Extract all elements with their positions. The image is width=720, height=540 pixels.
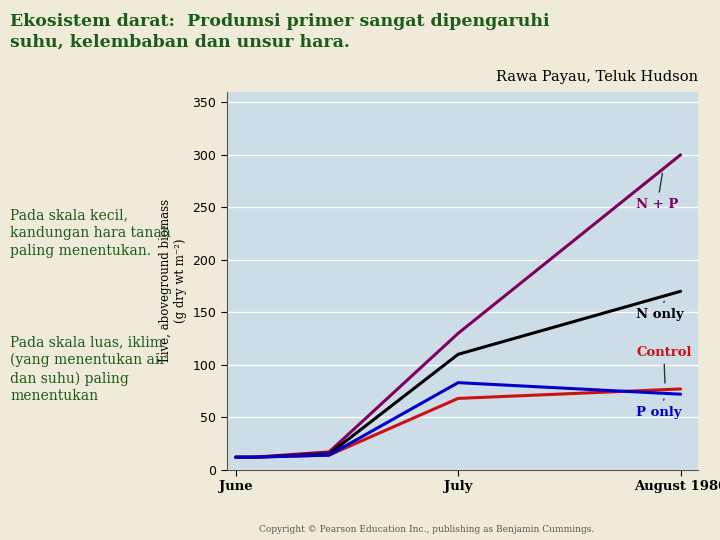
Text: Copyright © Pearson Education Inc., publishing as Benjamin Cummings.: Copyright © Pearson Education Inc., publ… — [259, 524, 595, 534]
Text: Pada skala kecil,
kandungan hara tanah
paling menentukan.: Pada skala kecil, kandungan hara tanah p… — [10, 208, 171, 258]
Text: Rawa Payau, Teluk Hudson: Rawa Payau, Teluk Hudson — [496, 70, 698, 84]
Text: N + P: N + P — [636, 173, 678, 211]
Text: Ekosistem darat:  Produmsi primer sangat dipengaruhi
suhu, kelembaban dan unsur : Ekosistem darat: Produmsi primer sangat … — [10, 14, 549, 51]
Text: Control: Control — [636, 346, 692, 383]
Y-axis label: Live, aboveground biomass
(g dry wt m⁻²): Live, aboveground biomass (g dry wt m⁻²) — [159, 199, 187, 362]
Text: N only: N only — [636, 301, 684, 321]
Text: Pada skala luas, iklim
(yang menentukan air
dan suhu) paling
menentukan: Pada skala luas, iklim (yang menentukan … — [10, 335, 166, 403]
Text: P only: P only — [636, 399, 682, 418]
